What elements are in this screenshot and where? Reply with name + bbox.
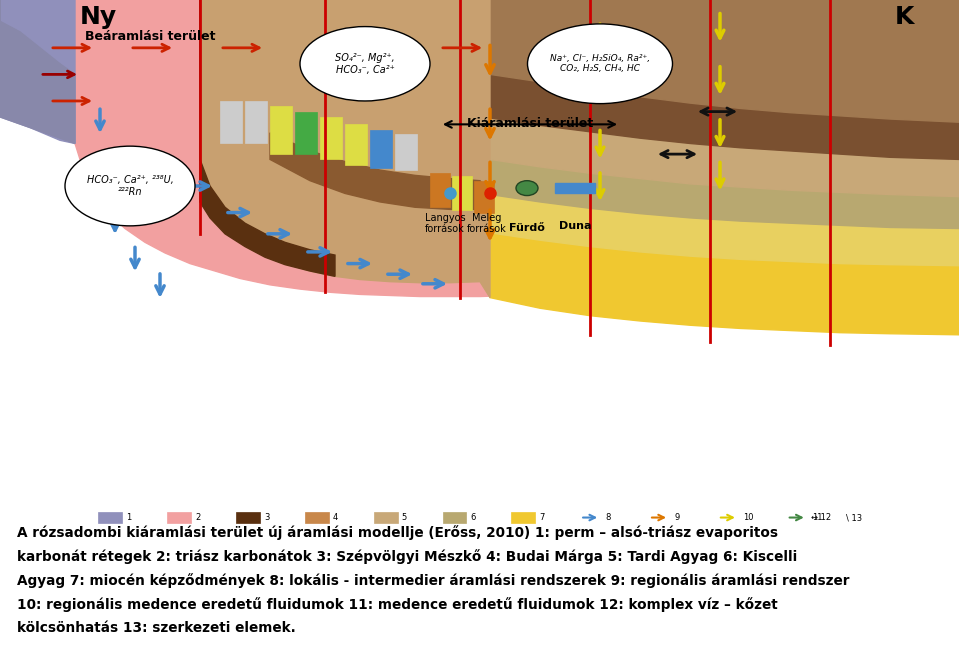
Text: 5: 5 bbox=[402, 513, 407, 522]
Text: SO₄²⁻, Mg²⁺,
HCO₃⁻, Ca²⁺: SO₄²⁻, Mg²⁺, HCO₃⁻, Ca²⁺ bbox=[335, 53, 395, 75]
Text: kölcsönhatás 13: szerkezeti elemek.: kölcsönhatás 13: szerkezeti elemek. bbox=[17, 621, 296, 635]
Bar bbox=[370, 130, 392, 168]
Bar bbox=[270, 106, 292, 154]
Bar bbox=[305, 512, 329, 523]
Text: Kiáramlási terület: Kiáramlási terület bbox=[467, 117, 593, 130]
Polygon shape bbox=[200, 0, 490, 298]
Polygon shape bbox=[490, 74, 959, 159]
Text: Ny: Ny bbox=[80, 5, 117, 29]
Polygon shape bbox=[0, 0, 75, 143]
Text: A rózsadombi kiáramlási terület új áramlási modellje (Erőss, 2010) 1: perm – als: A rózsadombi kiáramlási terület új áraml… bbox=[17, 525, 778, 540]
Ellipse shape bbox=[527, 24, 672, 104]
Text: 9: 9 bbox=[674, 513, 680, 522]
Text: Na⁺, Cl⁻, H₂SiO₄, Ra²⁺,
CO₂, H₂S, CH₄, HC: Na⁺, Cl⁻, H₂SiO₄, Ra²⁺, CO₂, H₂S, CH₄, H… bbox=[550, 54, 650, 74]
Bar bbox=[452, 176, 472, 210]
Polygon shape bbox=[200, 0, 335, 276]
Text: HCO₃⁻, Ca²⁺, ²³⁸U,
²²²Rn: HCO₃⁻, Ca²⁺, ²³⁸U, ²²²Rn bbox=[86, 175, 174, 197]
Text: 7: 7 bbox=[539, 513, 545, 522]
Text: Agyag 7: miocén képződmények 8: lokális - intermedier áramlási rendszerek 9: reg: Agyag 7: miocén képződmények 8: lokális … bbox=[17, 573, 850, 588]
Bar bbox=[345, 124, 367, 165]
Text: \ 13: \ 13 bbox=[847, 513, 862, 522]
Text: Meleg
források: Meleg források bbox=[467, 213, 507, 234]
Bar bbox=[245, 101, 267, 143]
Text: 3: 3 bbox=[264, 513, 269, 522]
Polygon shape bbox=[490, 195, 959, 266]
Text: ↔ 12: ↔ 12 bbox=[810, 513, 830, 522]
Ellipse shape bbox=[516, 181, 538, 195]
Text: Langyos
források: Langyos források bbox=[425, 213, 465, 234]
Bar bbox=[295, 111, 317, 154]
Bar bbox=[395, 134, 417, 170]
Text: 2: 2 bbox=[195, 513, 200, 522]
Bar bbox=[430, 173, 450, 207]
Bar bbox=[474, 181, 494, 213]
Ellipse shape bbox=[300, 27, 430, 101]
Bar bbox=[555, 183, 595, 193]
Ellipse shape bbox=[65, 146, 195, 226]
Text: 10: regionális medence eredetű fluidumok 11: medence eredetű fluidumok 12: kompl: 10: regionális medence eredetű fluidumok… bbox=[17, 597, 778, 612]
Text: 6: 6 bbox=[470, 513, 476, 522]
Text: 1: 1 bbox=[127, 513, 131, 522]
Text: Fürdő: Fürdő bbox=[509, 223, 545, 233]
Text: 11: 11 bbox=[812, 513, 823, 522]
Polygon shape bbox=[75, 0, 959, 297]
Text: Duna: Duna bbox=[559, 221, 592, 231]
Text: 4: 4 bbox=[333, 513, 338, 522]
Text: K: K bbox=[895, 5, 914, 29]
Text: 10: 10 bbox=[743, 513, 754, 522]
Text: Beáramlási terület: Beáramlási terület bbox=[85, 30, 216, 43]
Bar bbox=[320, 117, 342, 159]
Text: karbonát rétegek 2: triász karbonátok 3: Szépvölgyi Mészkő 4: Budai Márga 5: Tar: karbonát rétegek 2: triász karbonátok 3:… bbox=[17, 549, 798, 564]
Bar bbox=[220, 101, 242, 143]
Polygon shape bbox=[490, 118, 959, 197]
Polygon shape bbox=[490, 159, 959, 229]
Bar bbox=[442, 512, 466, 523]
Polygon shape bbox=[270, 133, 490, 210]
Bar bbox=[98, 512, 122, 523]
Polygon shape bbox=[490, 233, 959, 335]
Bar bbox=[511, 512, 535, 523]
Bar bbox=[374, 512, 398, 523]
Polygon shape bbox=[0, 0, 75, 143]
Text: 8: 8 bbox=[606, 513, 611, 522]
Bar bbox=[236, 512, 260, 523]
Bar bbox=[167, 512, 191, 523]
Polygon shape bbox=[490, 0, 959, 122]
